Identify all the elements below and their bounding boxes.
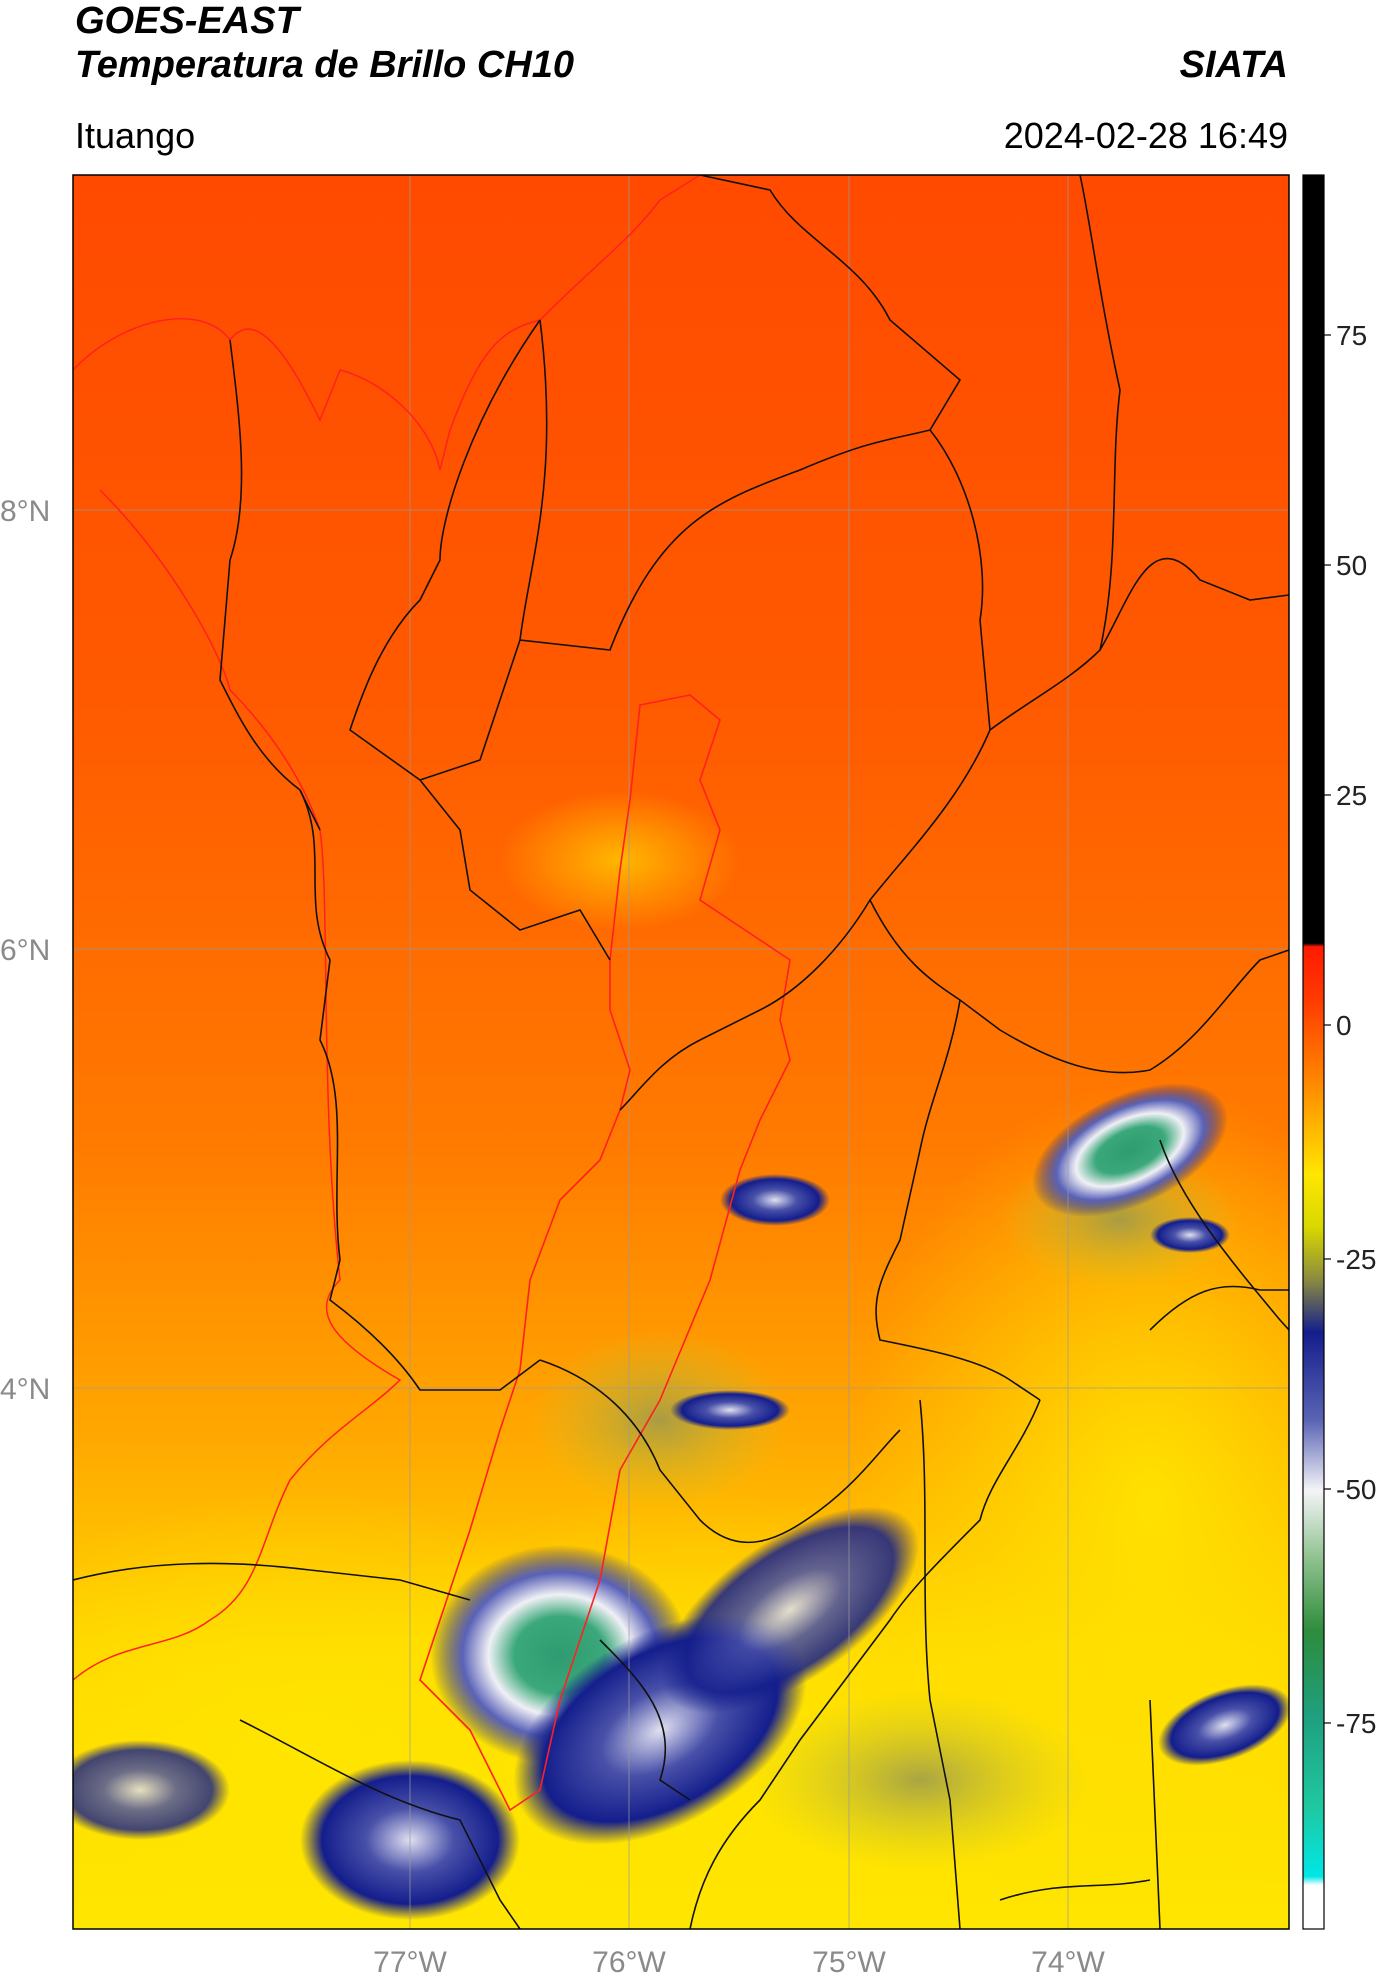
lat-tick-label: 8°N — [0, 495, 50, 528]
datetime-label: 2024-02-28 16:49 — [1003, 115, 1288, 156]
colorbar-tick-label: 25 — [1336, 780, 1367, 811]
lon-tick-label: 75°W — [812, 1946, 886, 1979]
lon-tick-label: 76°W — [592, 1946, 666, 1979]
satellite-title: GOES-EAST — [75, 0, 299, 42]
colorbar-tick-label: -50 — [1336, 1474, 1376, 1505]
lon-tick-label: 74°W — [1031, 1946, 1105, 1979]
graticule — [73, 175, 1289, 1929]
colorbar-tick-label: -75 — [1336, 1708, 1376, 1739]
admin-boundaries — [73, 175, 1289, 1929]
colorbar-tick-label: 0 — [1336, 1010, 1352, 1041]
colorbar-tick-label: 50 — [1336, 550, 1367, 581]
colorbar: 75 50 25 0 -25 -50 -75 — [1302, 174, 1376, 1930]
coastline-pacific — [73, 489, 402, 1681]
brand-label: SIATA — [1179, 44, 1288, 86]
ituango-basin-outline — [419, 694, 791, 1812]
lat-tick-label: 4°N — [0, 1373, 50, 1406]
region-label: Ituango — [75, 115, 196, 156]
coastline-north — [73, 175, 701, 471]
brightness-temperature-field — [73, 175, 1289, 1929]
colorbar-ramp — [1302, 174, 1325, 1930]
product-title: Temperatura de Brillo CH10 — [75, 44, 575, 86]
lon-tick-label: 77°W — [373, 1946, 447, 1979]
lat-tick-label: 6°N — [0, 934, 50, 967]
map-frame — [72, 174, 1290, 1930]
colorbar-tick-label: -25 — [1336, 1244, 1376, 1275]
colorbar-tick-label: 75 — [1336, 320, 1367, 351]
